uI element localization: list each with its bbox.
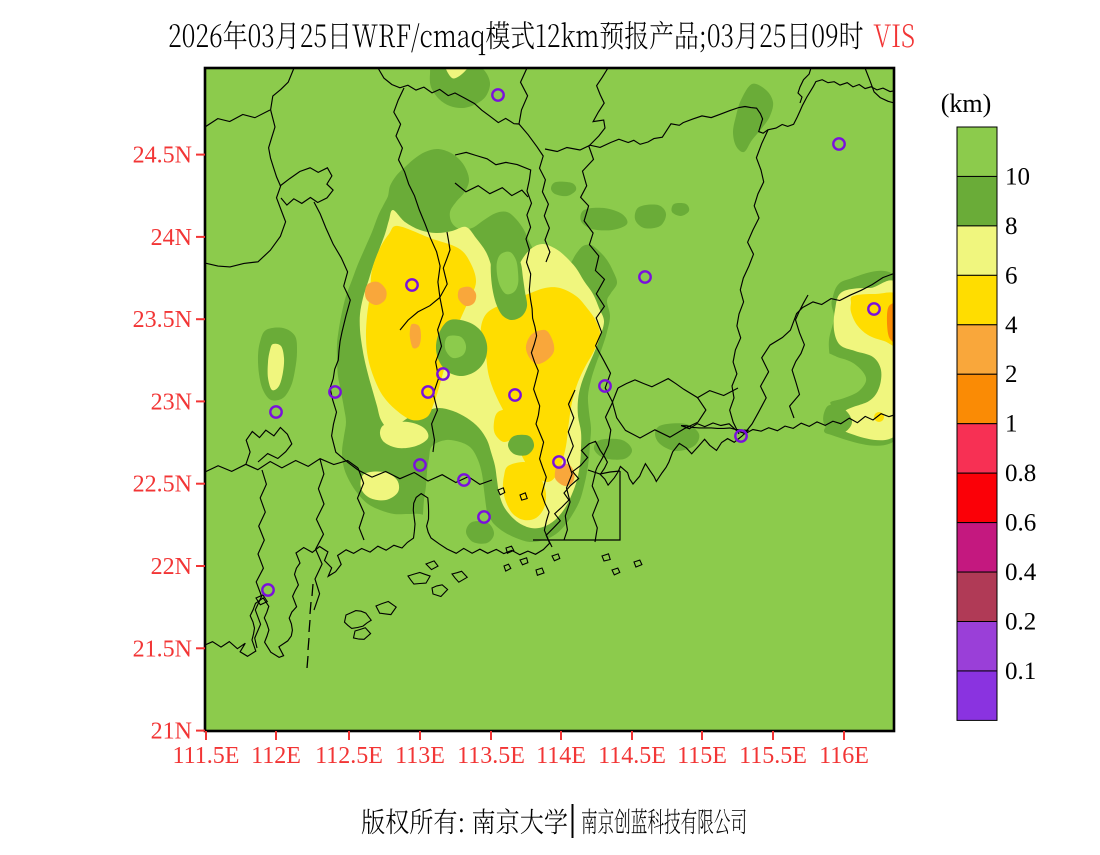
svg-text:6: 6 bbox=[1005, 262, 1018, 289]
svg-text:24.5N: 24.5N bbox=[133, 143, 192, 169]
svg-text:(km): (km) bbox=[941, 89, 992, 118]
svg-text:23.5N: 23.5N bbox=[133, 307, 192, 333]
svg-text:8: 8 bbox=[1005, 213, 1018, 240]
svg-text:23N: 23N bbox=[151, 389, 192, 415]
svg-text:24N: 24N bbox=[151, 225, 192, 251]
svg-text:0.2: 0.2 bbox=[1005, 609, 1036, 636]
svg-text:22.5N: 22.5N bbox=[133, 472, 192, 498]
svg-text:1: 1 bbox=[1005, 411, 1018, 438]
svg-text:113E: 113E bbox=[395, 743, 445, 769]
svg-text:21.5N: 21.5N bbox=[133, 636, 192, 662]
svg-text:21N: 21N bbox=[151, 719, 192, 745]
svg-text:111.5E: 111.5E bbox=[173, 743, 240, 769]
svg-text:10: 10 bbox=[1005, 163, 1030, 190]
svg-text:116E: 116E bbox=[819, 743, 869, 769]
svg-text:115.5E: 115.5E bbox=[739, 743, 807, 769]
svg-text:0.4: 0.4 bbox=[1005, 559, 1037, 586]
svg-text:112E: 112E bbox=[251, 743, 301, 769]
svg-text:114E: 114E bbox=[536, 743, 586, 769]
svg-text:113.5E: 113.5E bbox=[457, 743, 525, 769]
svg-text:0.8: 0.8 bbox=[1005, 460, 1036, 487]
svg-text:4: 4 bbox=[1005, 312, 1018, 339]
svg-text:22N: 22N bbox=[151, 554, 192, 580]
svg-text:2: 2 bbox=[1005, 361, 1018, 388]
svg-text:114.5E: 114.5E bbox=[598, 743, 666, 769]
svg-text:0.6: 0.6 bbox=[1005, 510, 1036, 537]
svg-text:0.1: 0.1 bbox=[1005, 658, 1036, 685]
svg-text:112.5E: 112.5E bbox=[315, 743, 383, 769]
svg-text:115E: 115E bbox=[677, 743, 727, 769]
